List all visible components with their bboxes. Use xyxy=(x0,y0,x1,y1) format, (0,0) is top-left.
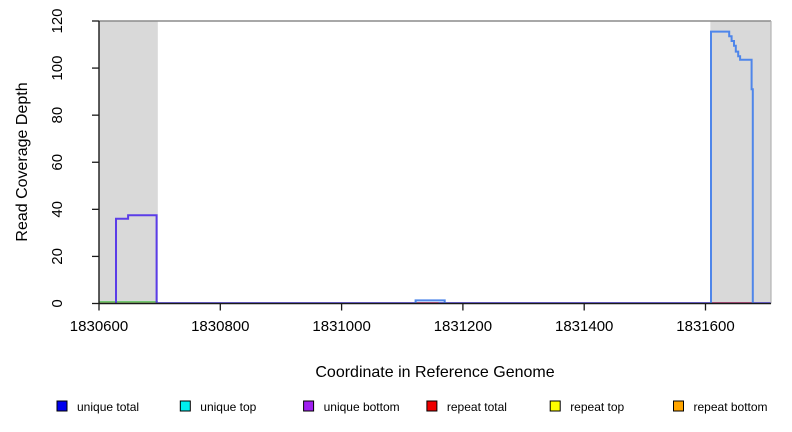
trace-unique-coverage-small-bump xyxy=(414,299,446,304)
legend: unique total unique top unique bottom repea… xyxy=(56,400,768,414)
y-tick-label: 80 xyxy=(49,107,66,124)
legend-swatch xyxy=(179,400,191,412)
legend-label: repeat top xyxy=(570,400,624,414)
legend-item: unique total xyxy=(56,400,139,414)
y-tick-label: 20 xyxy=(49,248,66,265)
legend-swatch xyxy=(426,400,438,412)
legend-item: repeat bottom xyxy=(673,400,768,414)
x-tick-label: 1830600 xyxy=(70,318,128,335)
y-axis-title: Read Coverage Depth xyxy=(14,82,31,241)
y-tick-label: 100 xyxy=(49,56,66,81)
x-tick-label: 1831600 xyxy=(676,318,734,335)
trace-unique-coverage-right-peak xyxy=(710,30,754,304)
legend-label: repeat bottom xyxy=(694,400,768,414)
right-shaded-region xyxy=(710,21,771,304)
y-tick-label: 40 xyxy=(49,201,66,218)
legend-swatch xyxy=(56,400,68,412)
left-shaded-region xyxy=(99,21,158,304)
y-tick-label: 0 xyxy=(49,299,66,307)
legend-swatch xyxy=(673,400,684,412)
legend-label: repeat total xyxy=(447,400,507,414)
trace-unique-coverage-left-peak xyxy=(115,214,158,304)
legend-label: unique bottom xyxy=(324,400,400,414)
x-tick-label: 1831200 xyxy=(434,318,492,335)
legend-item: unique bottom xyxy=(303,400,400,414)
legend-item: unique top xyxy=(179,400,257,414)
x-tick-label: 1830800 xyxy=(191,318,249,335)
y-tick-label: 120 xyxy=(49,8,66,33)
legend-swatch xyxy=(303,400,315,412)
highlight-regions xyxy=(99,21,771,304)
legend-item: repeat top xyxy=(549,400,625,414)
y-tick-label: 60 xyxy=(49,154,66,171)
x-axis-title: Coordinate in Reference Genome xyxy=(315,364,554,381)
legend-item: repeat total xyxy=(426,400,507,414)
coverage-traces xyxy=(99,30,771,304)
axis-ticks-and-labels: 1830600 1830800 1831000 1831200 1831400 18316… xyxy=(49,8,735,335)
legend-swatch xyxy=(549,400,561,412)
plot-frame xyxy=(98,20,772,305)
x-tick-label: 1831400 xyxy=(555,318,613,335)
legend-label: unique total xyxy=(77,400,139,414)
x-tick-label: 1831000 xyxy=(312,318,370,335)
legend-label: unique top xyxy=(200,400,256,414)
